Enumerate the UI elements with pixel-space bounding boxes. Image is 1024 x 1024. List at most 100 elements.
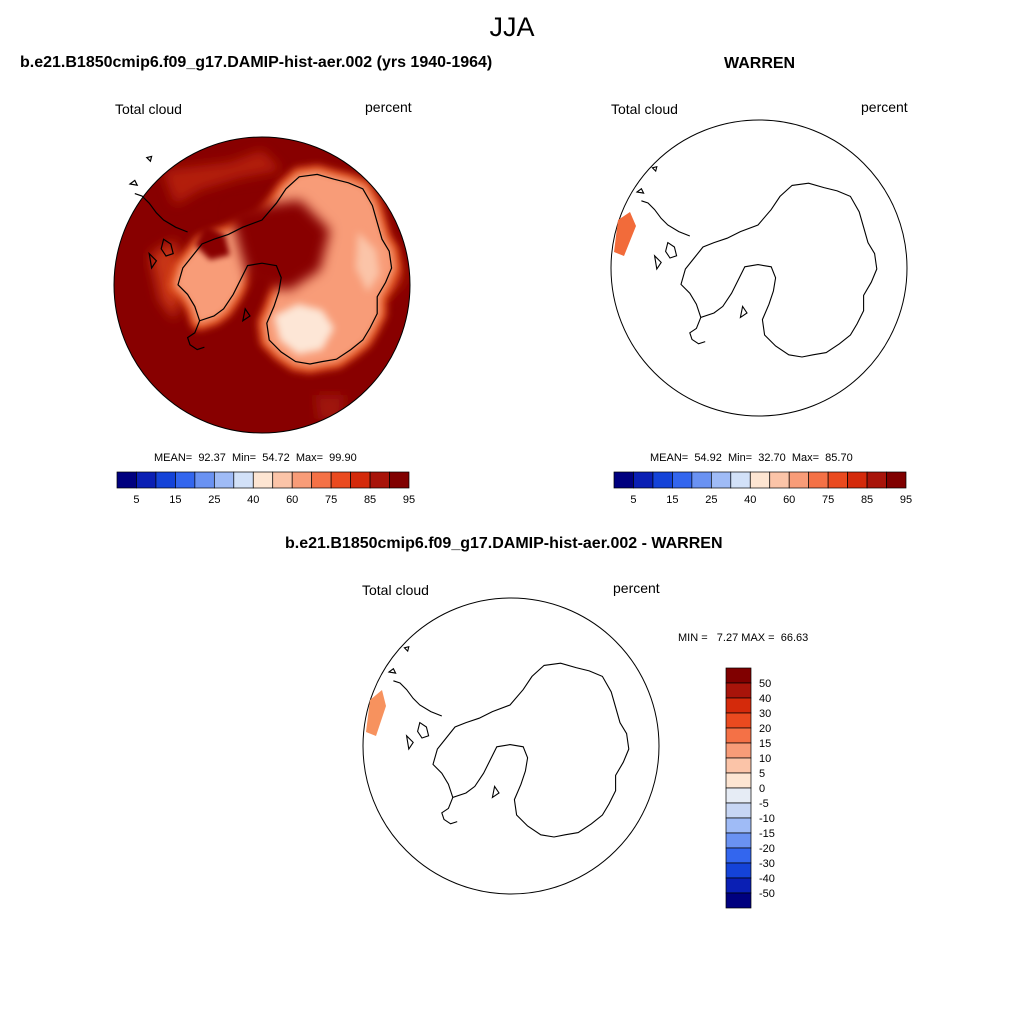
panel1-colorbar-swatch	[155, 471, 176, 489]
panel1-left-label: Total cloud	[115, 101, 182, 117]
panel2-colorbar-tick-label: 95	[900, 494, 912, 506]
panel3-colorbar-swatch	[725, 847, 752, 864]
panel2-left-label: Total cloud	[611, 101, 678, 117]
panel2-colorbar-swatch	[886, 471, 907, 489]
panel2-units-label: percent	[861, 99, 908, 115]
panel1-colorbar-tick-label: 25	[208, 494, 220, 506]
panel3-colorbar-tick-label: 50	[759, 678, 771, 690]
panel3-colorbar-swatch	[725, 877, 752, 894]
panel2-colorbar-swatch	[672, 471, 693, 489]
panel2-colorbar-swatch	[866, 471, 887, 489]
panel1-colorbar-tick-label: 5	[133, 494, 139, 506]
panel2-colorbar-tick-label: 40	[744, 494, 756, 506]
panel1-colorbar-swatch	[136, 471, 157, 489]
panel2-colorbar-tick-label: 75	[822, 494, 834, 506]
panel3-colorbar-swatch	[725, 667, 752, 684]
panel1-colorbar-swatch	[194, 471, 215, 489]
panel2-colorbar-swatch	[691, 471, 712, 489]
panel3-colorbar-swatch	[725, 802, 752, 819]
panel1-colorbar-swatch	[311, 471, 332, 489]
panel1-colorbar-swatch	[272, 471, 293, 489]
panel3-colorbar-tick-label: -30	[759, 858, 775, 870]
panel1-peninsula-high-cloud	[195, 225, 230, 260]
panel3-left-label: Total cloud	[362, 582, 429, 598]
panel1-cloud-band-west	[150, 240, 185, 320]
panel3-colorbar-swatch	[725, 742, 752, 759]
panel2-colorbar-swatch	[730, 471, 751, 489]
panel2-colorbar-tick-label: 25	[705, 494, 717, 506]
panel2-colorbar-swatch	[827, 471, 848, 489]
panel3-colorbar-tick-label: -20	[759, 843, 775, 855]
panel2-observed-patch	[614, 212, 636, 256]
panel1-map-border	[113, 136, 411, 434]
panel3-colorbar-swatch	[725, 697, 752, 714]
panel1-stats: MEAN= 92.37 Min= 54.72 Max= 99.90	[154, 452, 357, 464]
panel1-cloud-band-north	[162, 150, 282, 205]
panel3-colorbar-swatch	[725, 682, 752, 699]
panel1-colorbar-tick-label: 85	[364, 494, 376, 506]
panel1-map	[113, 136, 411, 434]
panel2-colorbar-swatch	[769, 471, 790, 489]
panel3-colorbar-swatch	[725, 892, 752, 909]
panel2-title: WARREN	[724, 55, 796, 72]
panel3-colorbar-tick-label: -5	[759, 798, 769, 810]
panel1-colorbar: 5 15 25 40 60 75 85 95	[116, 471, 415, 506]
panel3-units-label: percent	[613, 580, 660, 596]
panel3-stats: MIN = 7.27 MAX = 66.63	[678, 632, 809, 644]
panel1-colorbar-swatch	[291, 471, 313, 489]
panel3-colorbar-tick-label: 30	[759, 708, 771, 720]
panel2-colorbar-swatch	[710, 471, 732, 489]
panel1-units-label: percent	[365, 99, 412, 115]
panel3-colorbar-swatch	[725, 862, 752, 879]
panel3-colorbar-swatch	[725, 817, 752, 834]
panel2-colorbar-swatch	[808, 471, 829, 489]
panel1-colorbar-tick-label: 60	[286, 494, 298, 506]
panel3-colorbar-swatch	[725, 832, 752, 849]
panel3-colorbar-swatch	[725, 757, 752, 774]
panel3-colorbar-tick-label: -10	[759, 813, 775, 825]
panel3-colorbar-tick-label: 5	[759, 768, 765, 780]
panel2-colorbar-swatch	[633, 471, 654, 489]
panel2-colorbar-swatch	[613, 471, 634, 489]
panel3-map-border	[362, 597, 660, 895]
panel1-colorbar-swatch	[369, 471, 390, 489]
panel1-colorbar-swatch	[389, 471, 410, 489]
panel2-colorbar: 5 15 25 40 60 75 85 95	[613, 471, 912, 506]
panel1-colorbar-swatch	[175, 471, 196, 489]
panel2-map-border	[610, 119, 908, 417]
panel2-colorbar-swatch	[749, 471, 771, 489]
panel3-colorbar-tick-label: -15	[759, 828, 775, 840]
panel2-colorbar-tick-label: 85	[861, 494, 873, 506]
panel3-colorbar-tick-label: -50	[759, 888, 775, 900]
panel3-colorbar-tick-label: 20	[759, 723, 771, 735]
panel2-stats: MEAN= 54.92 Min= 32.70 Max= 85.70	[650, 452, 853, 464]
panel1-colorbar-tick-label: 95	[403, 494, 415, 506]
panel3-colorbar-swatch	[725, 772, 752, 789]
panel3-colorbar-tick-label: -40	[759, 873, 775, 885]
panel3-colorbar-swatch	[725, 727, 752, 744]
panel3-colorbar-tick-label: 15	[759, 738, 771, 750]
panel2-colorbar-swatch	[652, 471, 673, 489]
panel2-colorbar-tick-label: 60	[783, 494, 795, 506]
panel1-colorbar-tick-label: 75	[325, 494, 337, 506]
panel1-title: b.e21.B1850cmip6.f09_g17.DAMIP-hist-aer.…	[20, 54, 493, 71]
panel1-colorbar-swatch	[330, 471, 351, 489]
panel3-map	[362, 597, 660, 895]
figure-title: JJA	[489, 12, 535, 42]
panel2-colorbar-tick-label: 5	[630, 494, 636, 506]
panel2-colorbar-swatch	[788, 471, 810, 489]
panel1-colorbar-swatch	[252, 471, 274, 489]
panel3-colorbar-tick-label: 40	[759, 693, 771, 705]
panel1-colorbar-swatch	[213, 471, 235, 489]
panel2-colorbar-swatch	[847, 471, 868, 489]
panel1-colorbar-swatch	[350, 471, 371, 489]
panel1-colorbar-swatch	[116, 471, 137, 489]
panel1-colorbar-swatch	[233, 471, 254, 489]
panel3-colorbar-tick-label: 10	[759, 753, 771, 765]
panel3-difference-patch	[366, 690, 386, 736]
panel2-colorbar-tick-label: 15	[666, 494, 678, 506]
panel3-colorbar-swatch	[725, 712, 752, 729]
panel3-colorbar-swatch	[725, 787, 752, 804]
